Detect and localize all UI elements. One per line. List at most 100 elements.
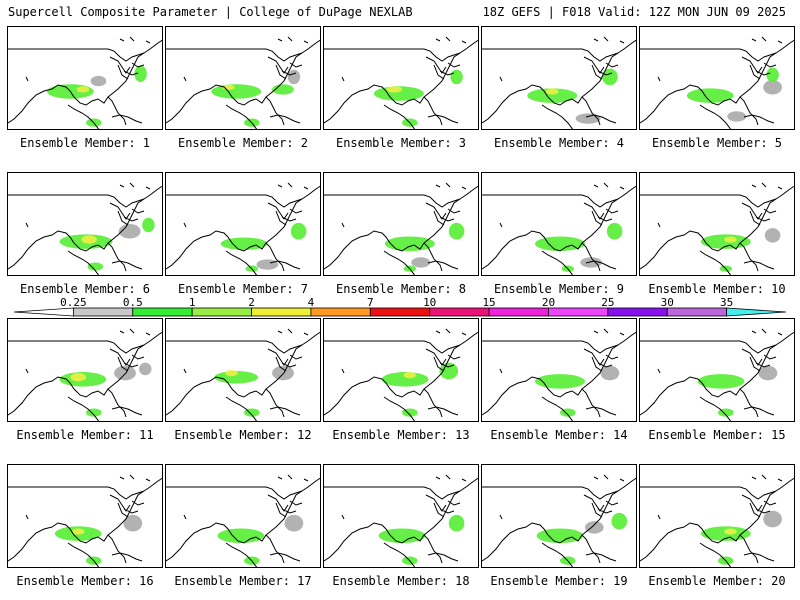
scp-contour-area	[724, 236, 737, 243]
border-line	[640, 340, 777, 354]
great-lakes	[267, 56, 303, 80]
islands	[183, 474, 309, 520]
scp-contour-area	[211, 84, 262, 99]
coastline	[640, 331, 794, 421]
ensemble-member-map	[165, 26, 321, 130]
colorbar-tick-label: 4	[308, 296, 315, 309]
islands	[183, 36, 309, 82]
border-line	[482, 194, 619, 208]
colorbar-tick-label: 0.25	[60, 296, 87, 309]
scp-contour-area	[220, 237, 268, 250]
islands	[341, 474, 467, 520]
scp-contour-area	[724, 528, 737, 535]
color-scale-legend: 0.25 0.5 1 2 4 7 10 15 20 25 30 35	[13, 296, 787, 317]
scp-contour-area	[686, 88, 734, 103]
islands	[657, 182, 783, 228]
border-line	[324, 194, 461, 208]
scp-contour-area	[70, 373, 86, 382]
map-canvas	[324, 328, 478, 421]
cuba-outline	[585, 114, 617, 124]
coastline	[482, 331, 636, 421]
map-canvas	[8, 474, 162, 567]
ensemble-member-map	[481, 318, 637, 422]
border-line	[324, 340, 461, 354]
ensemble-member-label: Ensemble Member: 11	[16, 428, 154, 442]
ensemble-member-map	[323, 172, 479, 276]
cuba-outline	[743, 114, 775, 124]
border-line	[8, 48, 145, 62]
ensemble-member-label: Ensemble Member: 20	[648, 574, 786, 588]
colorbar-segment	[251, 307, 312, 317]
ensemble-member-map	[165, 172, 321, 276]
ensemble-member-label: Ensemble Member: 1	[19, 136, 151, 150]
islands	[499, 182, 625, 228]
scp-contour-area	[123, 514, 143, 532]
islands	[499, 328, 625, 374]
cuba-outline	[585, 260, 617, 270]
coastline	[324, 477, 478, 567]
cuba-outline	[111, 552, 143, 562]
great-lakes	[109, 202, 145, 226]
colorbar-tick-label: 7	[367, 296, 374, 309]
great-lakes	[741, 56, 777, 80]
ensemble-member-label: Ensemble Member: 6	[19, 282, 151, 296]
coastline	[8, 39, 162, 129]
great-lakes	[741, 202, 777, 226]
border-line	[324, 486, 461, 500]
cuba-outline	[427, 260, 459, 270]
great-lakes	[267, 202, 303, 226]
border-line	[640, 48, 777, 62]
scp-contour-area	[217, 528, 265, 543]
ensemble-member-label: Ensemble Member: 12	[174, 428, 312, 442]
colorbar-segment	[548, 307, 609, 317]
map-canvas	[482, 328, 636, 421]
border-line	[166, 194, 303, 208]
coastline	[482, 185, 636, 275]
scp-contour-area	[142, 217, 155, 233]
ensemble-member-label: Ensemble Member: 19	[490, 574, 628, 588]
scp-contour-area	[225, 369, 238, 377]
map-canvas	[8, 328, 162, 421]
ensemble-member-label: Ensemble Member: 2	[177, 136, 309, 150]
scp-contour-area	[272, 365, 294, 381]
border-line	[482, 486, 619, 500]
cuba-outline	[743, 406, 775, 416]
scp-contour-area	[118, 223, 141, 239]
colorbar-segment	[369, 307, 431, 317]
ensemble-member-label: Ensemble Member: 5	[651, 136, 783, 150]
colorbar-tick-label: 2	[248, 296, 255, 309]
colorbar-tick-label: 15	[482, 296, 495, 309]
map-canvas	[640, 36, 794, 129]
map-canvas	[166, 474, 320, 567]
cuba-outline	[427, 406, 459, 416]
cuba-outline	[585, 552, 617, 562]
border-line	[8, 340, 145, 354]
ensemble-member-label: Ensemble Member: 3	[335, 136, 467, 150]
scp-contour-area	[763, 510, 782, 528]
cuba-outline	[585, 406, 617, 416]
islands	[183, 328, 309, 374]
cuba-outline	[269, 114, 301, 124]
scp-contour-area	[256, 259, 279, 270]
border-line	[166, 340, 303, 354]
ensemble-member-map	[639, 318, 795, 422]
ensemble-member-map	[639, 26, 795, 130]
ensemble-member-label: Ensemble Member: 4	[493, 136, 625, 150]
colorbar-tick-label: 0.5	[123, 296, 143, 309]
colorbar-segment	[607, 307, 668, 317]
coastline	[324, 39, 478, 129]
scp-contour-area	[81, 235, 97, 244]
ensemble-member-label: Ensemble Member: 13	[332, 428, 470, 442]
scp-contour-area	[450, 69, 463, 85]
colorbar-tick-label: 30	[661, 296, 674, 309]
cuba-outline	[269, 406, 301, 416]
border-line	[166, 486, 303, 500]
scp-contour-area	[284, 514, 304, 532]
scp-contour-area	[527, 88, 578, 103]
map-title: Supercell Composite Parameter | College …	[8, 5, 413, 19]
ensemble-member-label: Ensemble Member: 17	[174, 574, 312, 588]
map-canvas	[640, 474, 794, 567]
coastline	[640, 477, 794, 567]
colorbar-tick-label: 25	[601, 296, 614, 309]
scp-contour-area	[114, 365, 136, 381]
